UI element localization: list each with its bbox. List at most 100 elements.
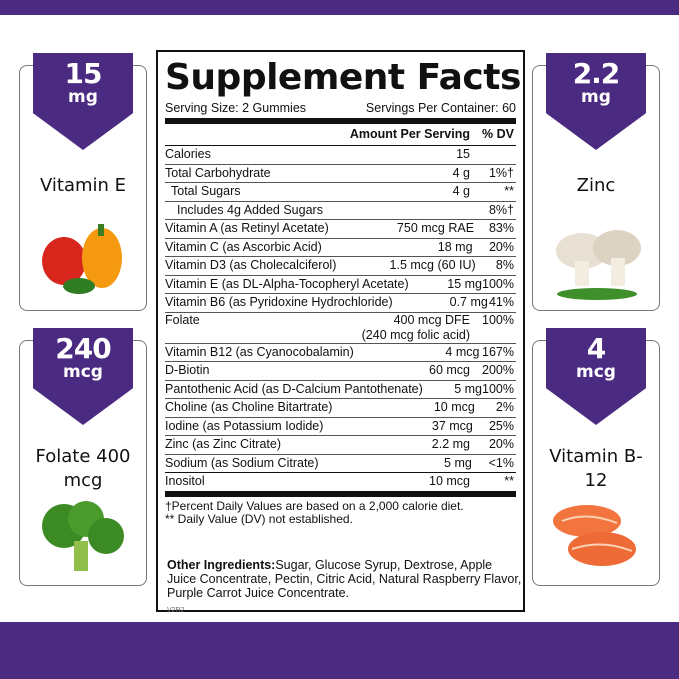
other-ingredients: Other Ingredients:Sugar, Glucose Syrup, … [167,558,522,600]
amount-value: 60 mcg [429,363,470,377]
nutrient-card: 240 mcg Folate 400 mcg [19,328,147,586]
facts-row: D-Biotin 60 mcg 200% [165,362,516,381]
facts-row: Iodine (as Potassium Iodide) 37 mcg 25% [165,418,516,436]
badge-amount: 240 [55,332,111,365]
facts-row: Pantothenic Acid (as D-Calcium Pantothen… [165,381,516,399]
footnote-not-established: ** Daily Value (DV) not established. [165,511,353,526]
nutrient-label: Vitamin C (as Ascorbic Acid) [165,239,322,254]
facts-row: Zinc (as Zinc Citrate) 2.2 mg 20% [165,436,516,455]
amount-value: 0.7 mg [449,295,488,309]
nutrient-dv: 83% [488,221,514,235]
facts-row: Vitamin E (as DL-Alpha-Tocopheryl Acetat… [165,276,516,294]
nutrient-amount: 400 mcg DFE (240 mcg folic acid) [310,313,470,343]
nutrient-amount [323,202,473,220]
amount-badge: 15 mg [33,53,133,150]
salmon-icon [553,505,636,566]
badge-unit: mcg [576,362,616,382]
badge-unit: mg [68,87,98,107]
nutrient-dv: 25% [488,418,514,433]
nutrient-amount: 15 mg [409,276,482,294]
nutrient-label: Calories [165,147,211,161]
top-band [0,0,679,15]
amount-value: 18 mg [437,239,473,254]
nutrient-label: Total Sugars [171,184,241,198]
facts-row: Sodium (as Sodium Citrate) 5 mg <1% [165,455,516,473]
amount-value: 4 mcg [445,344,480,359]
nutrient-dv: 100% [482,276,514,291]
nutrient-label: Iodine (as Potassium Iodide) [165,418,324,433]
amount-badge: 240 mcg [33,328,133,425]
amount-value: 400 mcg DFE [393,312,470,327]
nutrient-dv: 200% [482,363,514,377]
nutrient-label: Sodium (as Sodium Citrate) [165,455,319,470]
nutrient-card: 4 mcg Vitamin B-12 [532,328,660,586]
amount-detail: (240 mcg folic acid) [361,327,470,342]
badge-unit: mcg [63,362,103,382]
nutrient-dv: 20% [488,239,514,254]
nutrient-dv: 167% [482,344,514,359]
facts-row: Choline (as Choline Bitartrate) 10 mcg 2… [165,399,516,418]
facts-row: Vitamin C (as Ascorbic Acid) 18 mg 20% [165,239,516,257]
facts-row: Vitamin B12 (as Cyanocobalamin) 4 mcg 16… [165,344,516,362]
facts-row: Vitamin B6 (as Pyridoxine Hydrochloride)… [165,294,516,313]
nutrient-dv: 100% [482,312,514,327]
nutrient-card: 15 mg Vitamin E [19,53,147,311]
nutrient-dv: ** [504,184,514,198]
nutrient-dv: 8%† [488,202,514,217]
nutrient-label: Folate [165,312,200,327]
nutrient-label: Vitamin B12 (as Cyanocobalamin) [165,344,354,359]
amount-value: 10 mcg [429,474,470,488]
nutrient-dv: 41% [488,295,514,309]
nutrient-amount: 1.5 mcg (60 IU) [336,257,476,275]
nutrient-dv: <1% [488,455,514,470]
amount-badge: 4 mcg [546,328,646,425]
nutrient-amount: 4 mcg [354,344,480,362]
amount-value: 1.5 mcg (60 IU) [389,258,476,272]
nutrient-label: Includes 4g Added Sugars [177,202,323,217]
nutrient-amount: 60 mcg [310,362,470,380]
nutrient-amount: 750 mcg RAE [329,220,474,238]
nutrient-card: 2.2 mg Zinc [532,53,660,311]
other-ingredients-text: Sugar, Glucose Syrup, Dextrose, Apple Ju… [167,558,522,600]
nutrient-amount: 5 mg [423,381,482,399]
mushroom-icon [556,230,641,300]
amount-header: Amount Per Serving [349,127,470,141]
badge-unit: mg [581,87,611,107]
amount-value: 10 mcg [433,400,475,414]
amount-value: 750 mcg RAE [396,221,475,235]
amount-value: 2.2 mg [431,437,470,451]
nutrient-dv: 20% [488,437,514,451]
bell-pepper-icon [42,224,122,294]
facts-row: Calories 15 [165,146,516,165]
facts-row: Vitamin D3 (as Cholecalciferol) 1.5 mcg … [165,257,516,276]
facts-row: Includes 4g Added Sugars 8%† [165,202,516,220]
facts-row: Vitamin A (as Retinyl Acetate) 750 mcg R… [165,220,516,239]
nutrient-label: Zinc (as Zinc Citrate) [165,437,281,451]
badge-amount: 2.2 [572,57,621,90]
footnote-dv: †Percent Daily Values are based on a 2,0… [165,498,464,513]
nutrient-name: Folate 400 mcg [35,446,131,491]
nutrient-amount: 2.2 mg [310,436,470,454]
supplement-facts-panel: Supplement Facts Serving Size: 2 Gummies… [156,50,525,612]
other-ingredients-label: Other Ingredients: [167,558,276,572]
nutrient-amount: 4 g [310,183,470,201]
serving-size: Serving Size: 2 Gummies [165,101,307,115]
broccoli-icon [42,501,124,571]
nutrient-label: Vitamin E (as DL-Alpha-Tocopheryl Acetat… [165,276,409,291]
nutrient-dv: ** [504,474,514,488]
nutrient-label: Inositol [165,474,205,488]
nutrient-dv: 8% [495,258,514,272]
amount-value: 37 mcg [431,418,473,433]
amount-value: 15 mg [447,276,483,291]
facts-row: Total Sugars 4 g ** [165,183,516,202]
nutrient-name: Zinc [576,175,616,196]
nutrient-amount: 0.7 mg [393,294,488,312]
amount-value: 4 g [452,184,470,198]
nutrient-amount: 15 [310,146,470,164]
nutrient-label: Total Carbohydrate [165,165,271,180]
nutrient-label: Choline (as Choline Bitartrate) [165,400,333,414]
facts-row: Total Carbohydrate 4 g 1%† [165,165,516,183]
amount-value: 4 g [452,165,470,180]
facts-row: Inositol 10 mcg ** [165,473,516,497]
facts-row: Folate 400 mcg DFE (240 mcg folic acid) 1… [165,313,516,344]
